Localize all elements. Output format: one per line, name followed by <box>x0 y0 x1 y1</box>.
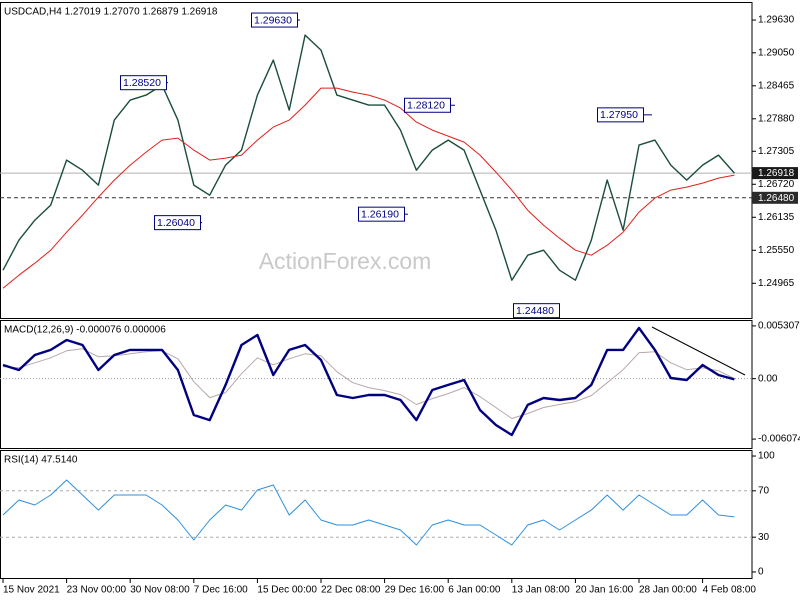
annotation-label: 1.29630 <box>254 14 292 26</box>
annotation-box <box>404 97 451 113</box>
panel-title: USDCAD,H4 1.27019 1.27070 1.26879 1.2691… <box>4 7 218 18</box>
y-tick-label: 1.27880 <box>758 113 795 124</box>
x-tick-label: 20 Jan 16:00 <box>575 585 633 596</box>
last-price-label: 1.26918 <box>758 168 795 179</box>
y-tick-label: 100 <box>758 451 775 462</box>
y-tick-label: 30 <box>758 532 770 543</box>
annotation-label: 1.27950 <box>600 109 638 121</box>
series-line <box>2 326 735 437</box>
y-tick-label: 1.26720 <box>758 179 795 190</box>
x-tick-label: 28 Jan 00:00 <box>639 585 697 596</box>
y-tick-label: -0.006074 <box>758 434 800 445</box>
series-line <box>2 34 735 281</box>
y-tick-label: 0.00 <box>758 373 778 384</box>
annotation-label: 1.26190 <box>361 208 399 220</box>
y-tick-label: 0 <box>758 567 764 578</box>
annotation-box <box>358 206 405 222</box>
annotation-box <box>513 303 560 319</box>
annotation-label: 1.28120 <box>407 100 445 112</box>
trend-line <box>651 326 746 376</box>
x-tick-label: 30 Nov 08:00 <box>130 585 190 596</box>
y-tick-label: 1.29630 <box>758 15 795 26</box>
y-tick-label: 0.005307 <box>758 321 800 332</box>
level-label: 1.26480 <box>758 193 795 204</box>
x-tick-label: 23 Nov 00:00 <box>67 585 127 596</box>
x-tick-label: 6 Jan 00:00 <box>448 585 501 596</box>
y-tick-label: 1.25550 <box>758 245 795 256</box>
y-tick-label: 1.24965 <box>758 278 795 289</box>
annotation-box <box>597 107 644 123</box>
last-price-box <box>752 167 798 180</box>
x-tick-label: 13 Jan 08:00 <box>512 585 570 596</box>
macd-panel-frame <box>0 320 753 449</box>
y-tick-label: 1.27305 <box>758 146 795 157</box>
y-tick-label: 70 <box>758 485 770 496</box>
x-tick-label: 4 Feb 08:00 <box>703 585 757 596</box>
watermark: ActionForex.com <box>259 248 432 274</box>
panel-title: MACD(12,26,9) -0.000076 0.000006 <box>4 325 166 336</box>
x-tick-label: 15 Dec 00:00 <box>257 585 317 596</box>
y-tick-label: 1.28465 <box>758 80 795 91</box>
series-line <box>2 479 735 546</box>
x-tick-label: 29 Dec 16:00 <box>385 585 445 596</box>
rsi-panel-frame <box>0 450 753 579</box>
annotation-box <box>154 215 201 231</box>
series-line <box>2 348 735 419</box>
series-line <box>2 87 735 289</box>
x-tick-label: 7 Dec 16:00 <box>194 585 248 596</box>
level-box <box>752 191 798 204</box>
annotation-label: 1.28520 <box>123 77 161 89</box>
annotation-box <box>251 12 298 28</box>
x-tick-label: 15 Nov 2021 <box>3 585 60 596</box>
y-tick-label: 1.26135 <box>758 212 795 223</box>
panel-title: RSI(14) 47.5140 <box>4 455 78 466</box>
x-tick-label: 22 Dec 08:00 <box>321 585 381 596</box>
annotation-label: 1.24480 <box>516 305 554 317</box>
price-panel-frame <box>0 2 753 319</box>
annotation-box <box>120 75 167 91</box>
annotation-label: 1.26040 <box>157 217 195 229</box>
y-tick-label: 1.29050 <box>758 47 795 58</box>
